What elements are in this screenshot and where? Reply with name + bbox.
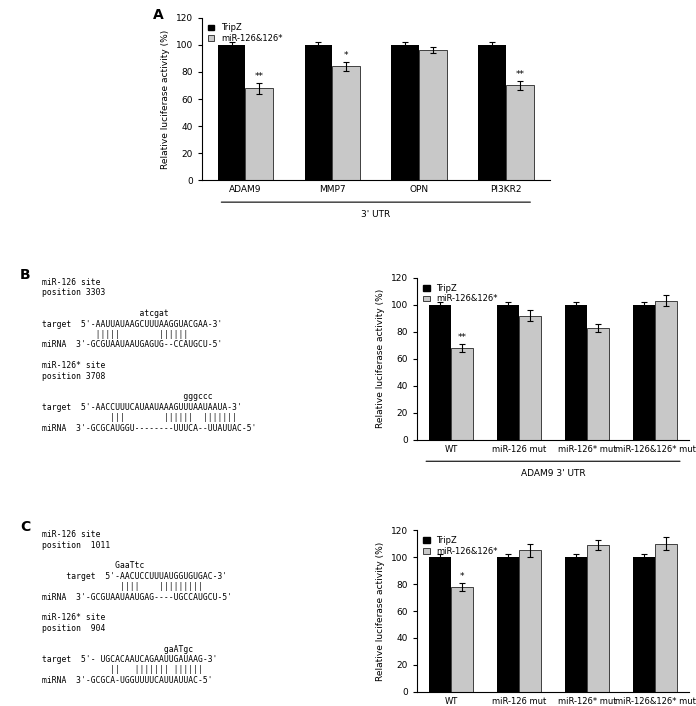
Bar [587,545,609,692]
Text: *: * [344,52,349,61]
Bar [587,328,609,440]
Text: ADAM9 3' UTR: ADAM9 3' UTR [521,469,585,479]
Bar [519,316,541,440]
Bar [655,544,677,692]
Bar [246,88,274,181]
Text: **: ** [516,71,525,79]
Y-axis label: Relative luciferase activity (%): Relative luciferase activity (%) [377,289,386,429]
Bar [565,557,587,692]
Text: **: ** [255,72,264,80]
Bar [506,85,534,181]
Bar [478,44,506,181]
Bar [498,557,519,692]
Bar [655,301,677,440]
Bar [633,557,655,692]
Legend: TripZ, miR-126&126*: TripZ, miR-126&126* [421,534,500,557]
Text: A: A [153,8,164,22]
Bar [429,305,451,440]
Text: miR-126 site
position  1011

               GaaTtc
     target  5'-AACUCCUUUAUGG: miR-126 site position 1011 GaaTtc target… [42,530,232,685]
Bar [419,50,447,181]
Bar [498,305,519,440]
Text: C: C [20,520,30,534]
Legend: TripZ, miR-126&126*: TripZ, miR-126&126* [421,282,500,305]
Bar [633,305,655,440]
Y-axis label: Relative luciferase activity (%): Relative luciferase activity (%) [161,30,170,169]
Bar [565,305,587,440]
Text: **: ** [457,333,466,342]
Bar [429,557,451,692]
Text: 3' UTR: 3' UTR [361,210,390,220]
Bar [333,66,361,181]
Bar [305,44,333,181]
Legend: TripZ, miR-126&126*: TripZ, miR-126&126* [206,22,284,44]
Text: *: * [460,572,464,580]
Text: B: B [20,268,31,282]
Bar [519,551,541,692]
Bar [391,44,419,181]
Bar [451,348,473,440]
Y-axis label: Relative luciferase activity (%): Relative luciferase activity (%) [377,542,386,681]
Bar [451,587,473,692]
Bar [218,44,246,181]
Text: miR-126 site
position 3303

                    atcgat
target  5'-AAUUAUAAGCUUUA: miR-126 site position 3303 atcgat target… [42,278,256,433]
